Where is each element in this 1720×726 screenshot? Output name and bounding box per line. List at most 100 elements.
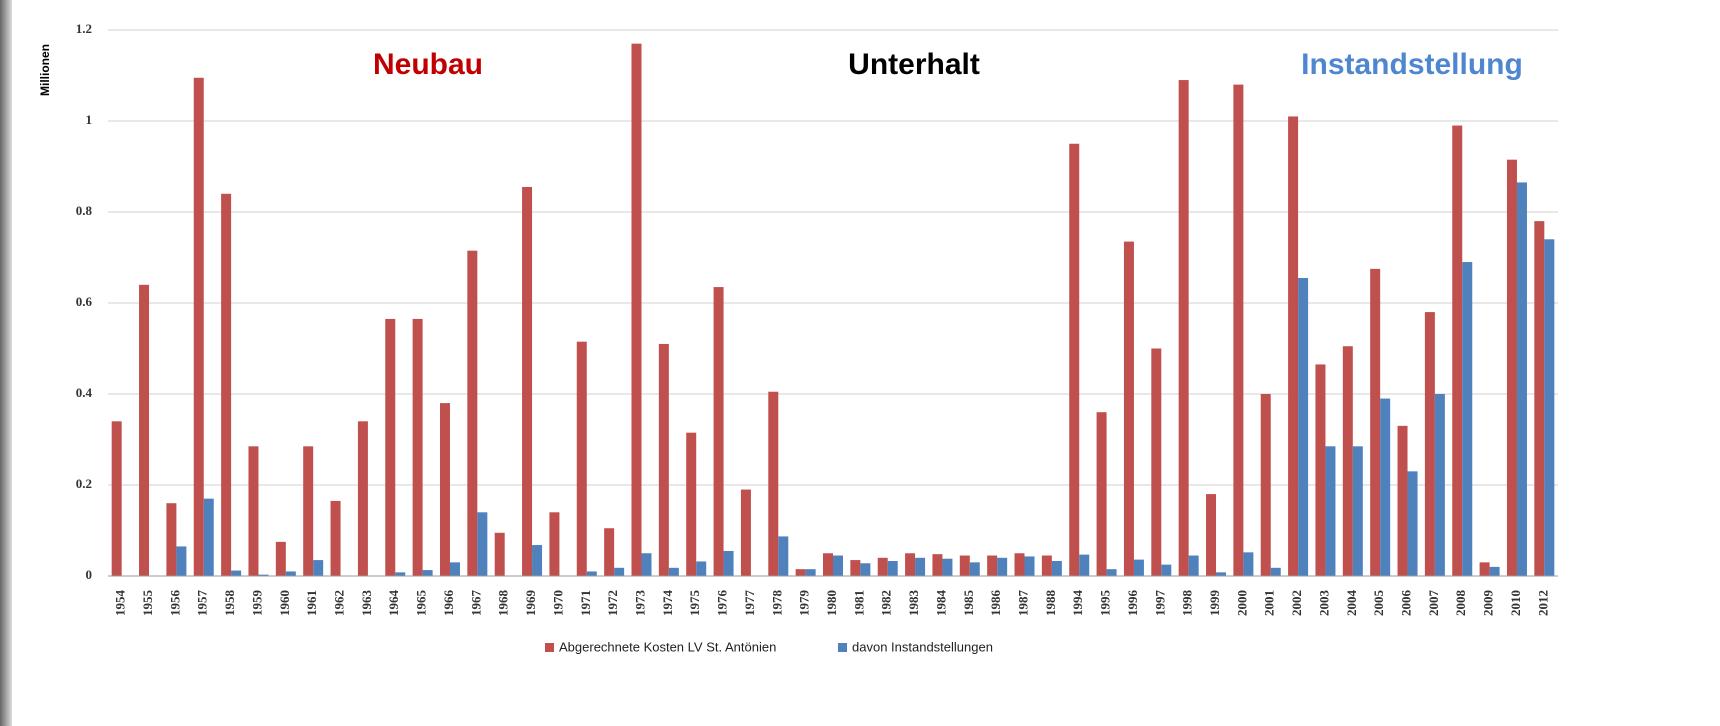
x-tick-label: 1972 — [605, 590, 620, 616]
bar — [1069, 144, 1079, 576]
bar — [614, 568, 624, 576]
bar — [1097, 412, 1107, 576]
x-tick-label: 2010 — [1508, 590, 1523, 616]
bar — [641, 553, 651, 576]
bar — [1435, 394, 1445, 576]
x-tick-label: 1977 — [742, 590, 757, 617]
x-tick-label: 1979 — [797, 590, 812, 617]
bar — [1052, 561, 1062, 576]
bar — [915, 558, 925, 576]
bar — [741, 490, 751, 576]
bar — [495, 533, 505, 576]
x-tick-label: 2012 — [1535, 590, 1550, 616]
y-tick-label: 1.2 — [76, 21, 92, 36]
bar — [467, 251, 477, 576]
bar — [1534, 221, 1544, 576]
bar — [587, 571, 597, 576]
bar — [166, 503, 176, 576]
annotation: Unterhalt — [848, 48, 980, 81]
bar — [997, 558, 1007, 576]
x-tick-label: 1980 — [824, 590, 839, 616]
x-tick-label: 2001 — [1262, 590, 1277, 616]
bar — [714, 287, 724, 576]
chart: Millionen 00.20.40.60.811.2NeubauUnterha… — [0, 0, 1720, 726]
bar — [942, 559, 952, 576]
bar — [1151, 349, 1161, 577]
bar — [878, 558, 888, 576]
bar — [231, 571, 241, 576]
bar — [194, 78, 204, 576]
y-tick-label: 1 — [86, 112, 93, 127]
x-tick-label: 1959 — [249, 590, 264, 617]
x-tick-label: 1997 — [1152, 590, 1167, 617]
bar — [960, 556, 970, 576]
y-tick-label: 0 — [86, 567, 93, 582]
x-tick-label: 1971 — [578, 590, 593, 616]
annotation: Instandstellung — [1301, 48, 1523, 81]
bar — [331, 501, 341, 576]
bar — [1480, 562, 1490, 576]
x-tick-label: 2000 — [1234, 590, 1249, 616]
x-tick-label: 1978 — [769, 590, 784, 617]
y-axis-label: Millionen — [38, 44, 52, 96]
bar — [1353, 446, 1363, 576]
bar — [423, 570, 433, 576]
bar — [1380, 399, 1390, 576]
bar — [248, 446, 258, 576]
bar — [1507, 160, 1517, 576]
x-tick-label: 1999 — [1207, 590, 1222, 617]
x-tick-label: 1966 — [441, 590, 456, 617]
bar — [1315, 364, 1325, 576]
bar — [1206, 494, 1216, 576]
bar — [1408, 471, 1418, 576]
bar — [450, 562, 460, 576]
bar — [696, 561, 706, 576]
bar — [1343, 346, 1353, 576]
y-tick-label: 0.4 — [76, 385, 93, 400]
bar — [477, 512, 487, 576]
bar — [549, 512, 559, 576]
bar — [1243, 552, 1253, 576]
x-tick-label: 1955 — [140, 590, 155, 617]
bar — [385, 319, 395, 576]
bar — [1261, 394, 1271, 576]
x-tick-label: 1973 — [632, 590, 647, 617]
bar — [833, 556, 843, 576]
bar — [987, 556, 997, 576]
x-tick-label: 2005 — [1371, 590, 1386, 617]
x-tick-label: 1996 — [1125, 590, 1140, 617]
bar — [1298, 278, 1308, 576]
bar — [778, 536, 788, 576]
bar — [970, 562, 980, 576]
bar — [358, 421, 368, 576]
x-tick-label: 1964 — [386, 590, 401, 617]
bar — [659, 344, 669, 576]
x-tick-label: 1967 — [468, 590, 483, 617]
bar — [1398, 426, 1408, 576]
bar — [724, 551, 734, 576]
x-tick-label: 1969 — [523, 590, 538, 617]
x-tick-label: 1958 — [222, 590, 237, 617]
legend-label: davon Instandstellungen — [852, 639, 993, 654]
bar — [313, 560, 323, 576]
bar — [823, 553, 833, 576]
bar — [686, 433, 696, 576]
y-tick-label: 0.6 — [76, 294, 93, 309]
x-tick-label: 1988 — [1043, 590, 1058, 617]
legend-swatch — [838, 643, 847, 652]
x-tick-label: 1986 — [988, 590, 1003, 617]
bar — [1490, 567, 1500, 576]
x-tick-label: 2009 — [1481, 590, 1496, 617]
bar — [669, 568, 679, 576]
legend-label: Abgerechnete Kosten LV St. Antönien — [559, 639, 776, 654]
x-tick-label: 2006 — [1399, 590, 1414, 617]
bar — [604, 528, 614, 576]
legend-swatch — [545, 643, 554, 652]
bar — [413, 319, 423, 576]
bar — [1042, 556, 1052, 576]
x-tick-label: 1994 — [1070, 590, 1085, 617]
y-tick-label: 0.2 — [76, 476, 92, 491]
x-tick-label: 1975 — [687, 590, 702, 617]
x-tick-label: 1970 — [550, 590, 565, 616]
bar — [139, 285, 149, 576]
